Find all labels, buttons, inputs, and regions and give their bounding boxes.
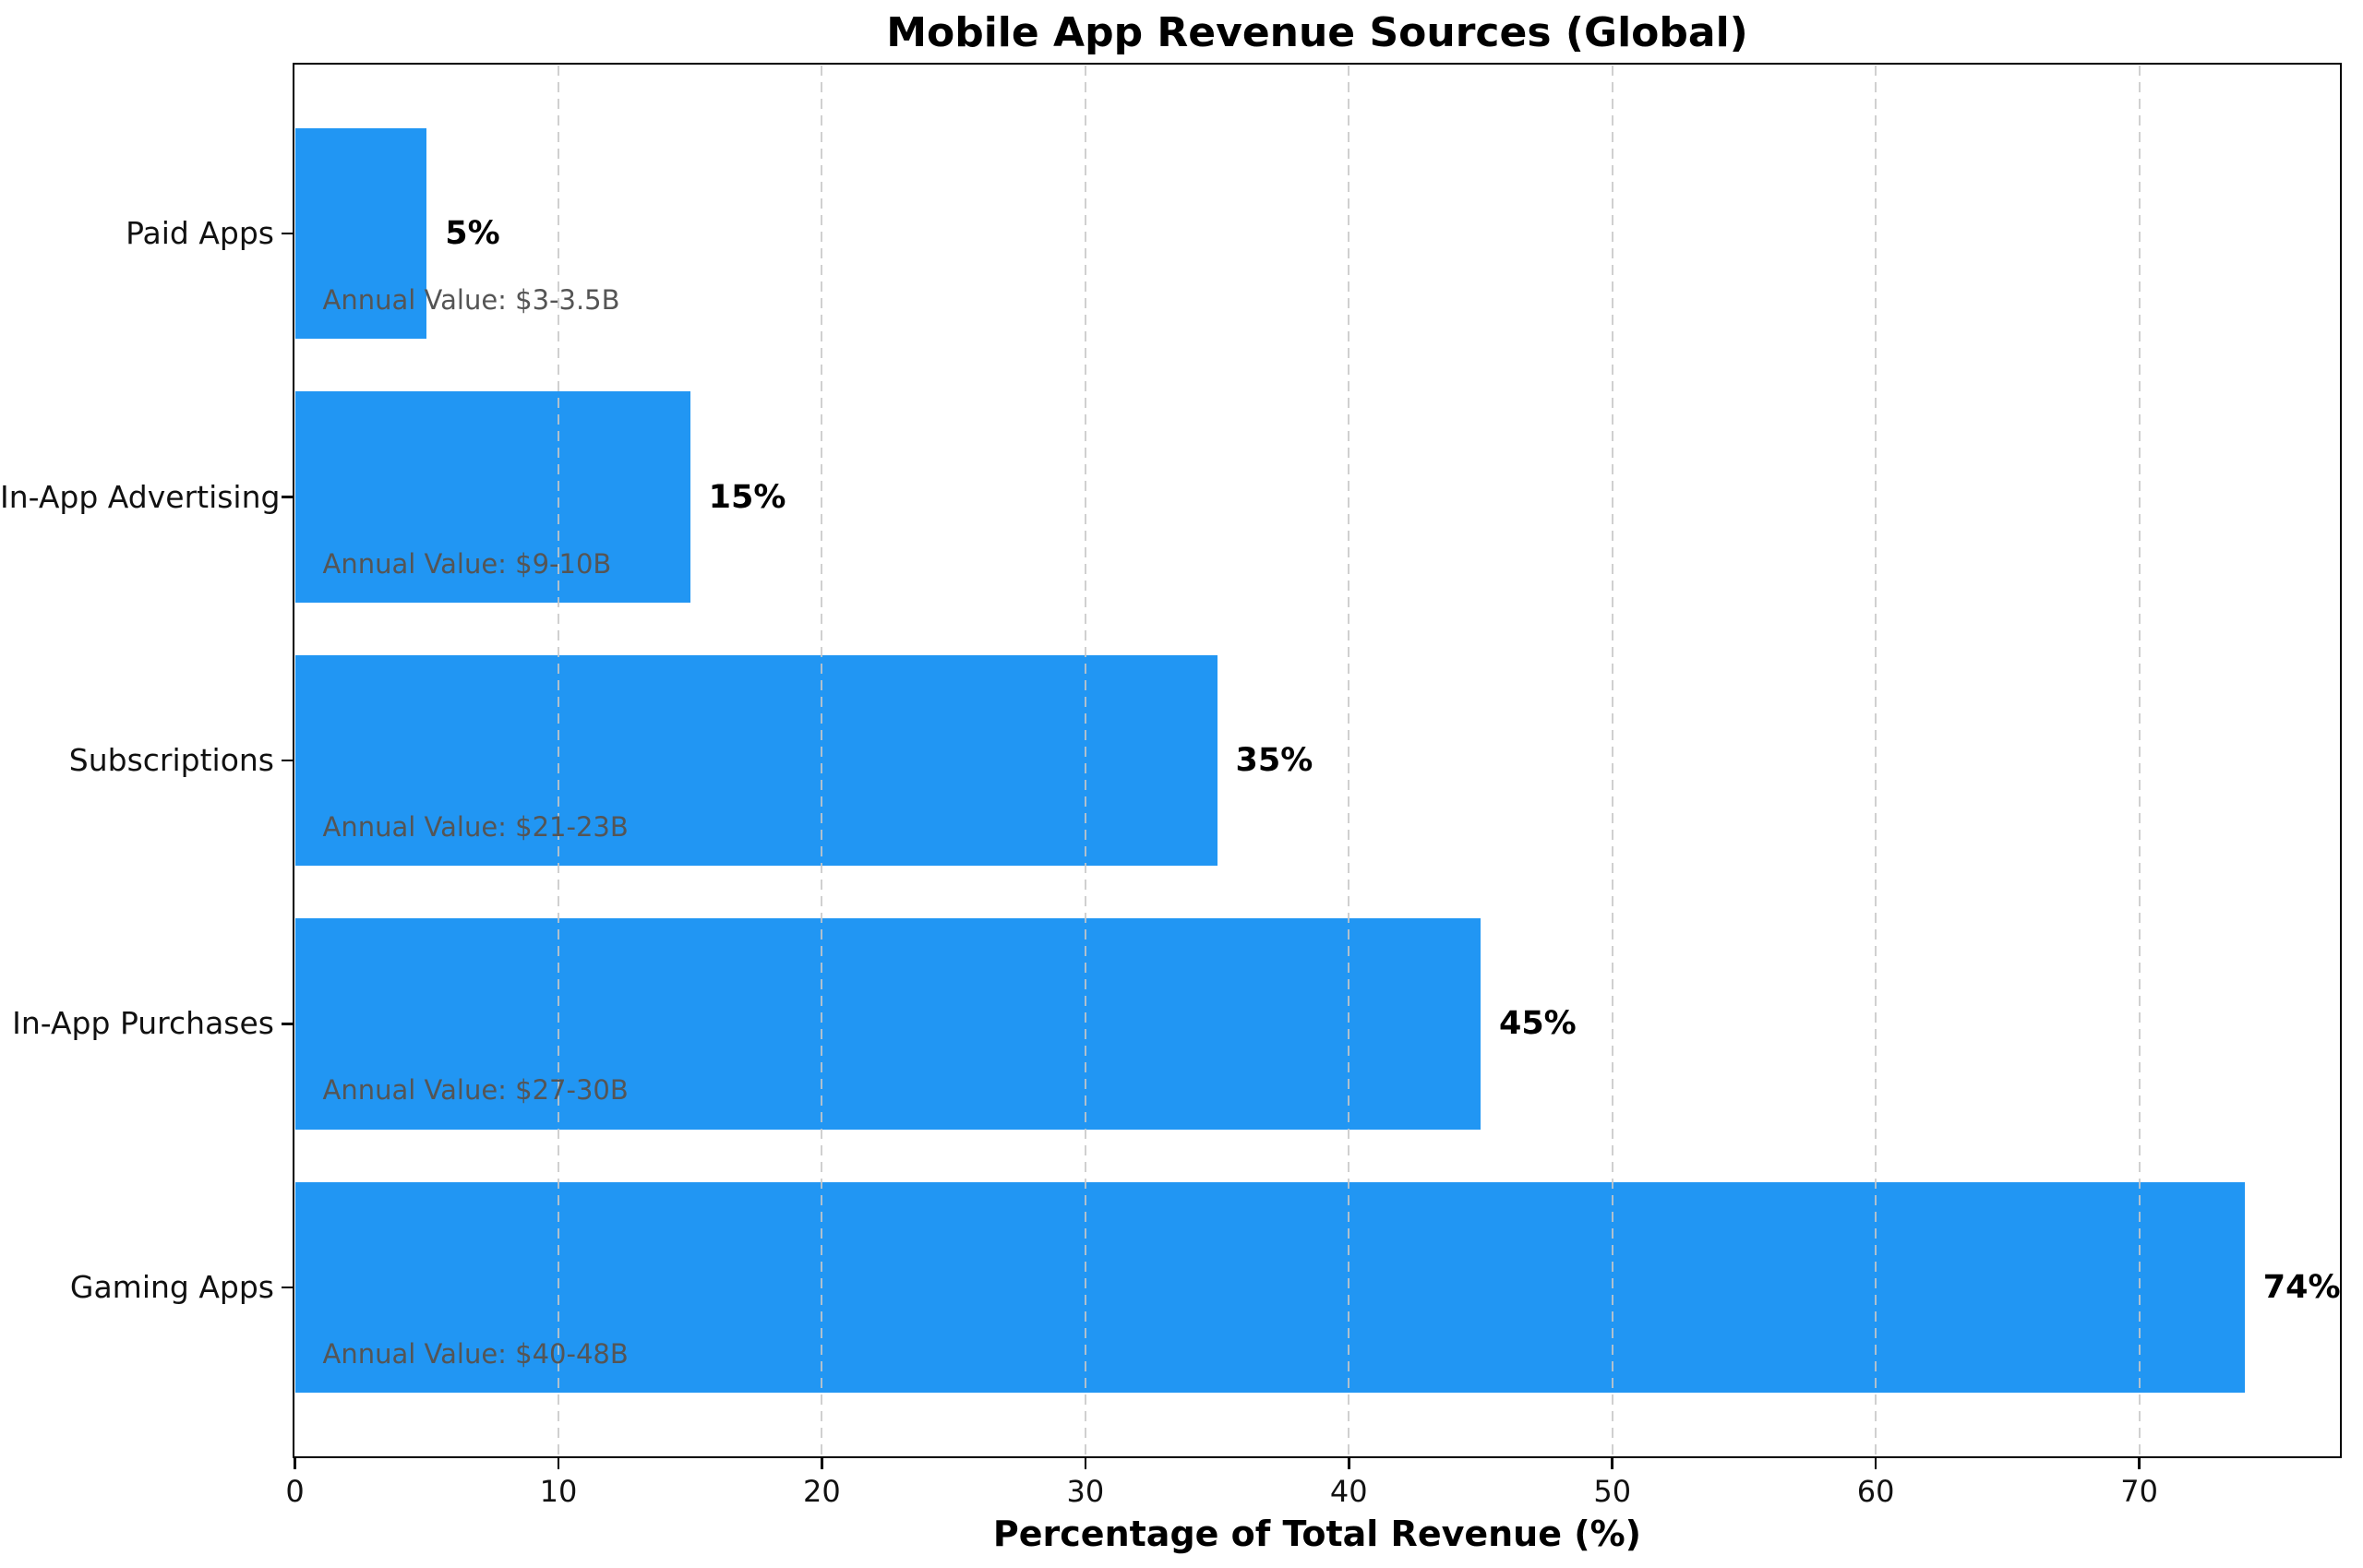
- x-tick-mark: [294, 1455, 296, 1469]
- gridline: [557, 65, 559, 1456]
- y-tick-mark: [282, 232, 293, 235]
- bar-value-label: 5%: [445, 215, 500, 253]
- x-tick-label: 0: [285, 1473, 305, 1509]
- y-tick-mark: [282, 1286, 293, 1289]
- x-axis-label: Percentage of Total Revenue (%): [992, 1514, 1642, 1554]
- x-tick-label: 70: [2120, 1473, 2158, 1509]
- x-tick-mark: [1348, 1455, 1350, 1469]
- bar-annotation: Annual Value: $3-3.5B: [322, 284, 620, 317]
- gridline: [821, 65, 823, 1456]
- y-tick-mark: [282, 759, 293, 762]
- y-category-label: Gaming Apps: [69, 1268, 274, 1305]
- bar: [294, 918, 1481, 1130]
- y-category-label: In-App Purchases: [12, 1005, 274, 1042]
- bar-value-label: 74%: [2262, 1268, 2341, 1306]
- bar: [294, 128, 427, 340]
- y-category-label: Subscriptions: [68, 742, 274, 778]
- bar: [294, 1181, 2245, 1393]
- bar-annotation: Annual Value: $9-10B: [322, 547, 612, 580]
- bar-annotation: Annual Value: $27-30B: [322, 1074, 629, 1107]
- y-category-label: Paid Apps: [126, 215, 274, 252]
- x-tick-label: 40: [1329, 1473, 1368, 1509]
- bar-value-label: 35%: [1235, 742, 1313, 779]
- x-tick-label: 50: [1593, 1473, 1632, 1509]
- bar-annotation: Annual Value: $21-23B: [322, 811, 629, 843]
- x-tick-mark: [1611, 1455, 1613, 1469]
- chart-title: Mobile App Revenue Sources (Global): [886, 9, 1748, 56]
- x-tick-label: 30: [1066, 1473, 1105, 1509]
- x-tick-mark: [2138, 1455, 2141, 1469]
- bar-value-label: 15%: [708, 478, 786, 516]
- x-tick-mark: [821, 1455, 823, 1469]
- x-tick-mark: [1874, 1455, 1877, 1469]
- gridline: [1084, 65, 1086, 1456]
- bar-annotation: Annual Value: $40-48B: [322, 1337, 629, 1370]
- x-tick-mark: [1084, 1455, 1087, 1469]
- x-tick-mark: [557, 1455, 560, 1469]
- bar: [294, 654, 1217, 867]
- x-tick-label: 10: [539, 1473, 578, 1509]
- bar: [294, 391, 690, 603]
- gridline: [1611, 65, 1613, 1456]
- y-category-label: In-App Advertising: [0, 478, 281, 515]
- y-tick-mark: [282, 1023, 293, 1025]
- x-tick-label: 20: [803, 1473, 841, 1509]
- gridline: [1348, 65, 1350, 1456]
- gridline: [2138, 65, 2141, 1456]
- x-tick-label: 60: [1856, 1473, 1895, 1509]
- y-tick-mark: [282, 496, 293, 498]
- gridline: [1875, 65, 1877, 1456]
- bar-value-label: 45%: [1498, 1005, 1577, 1043]
